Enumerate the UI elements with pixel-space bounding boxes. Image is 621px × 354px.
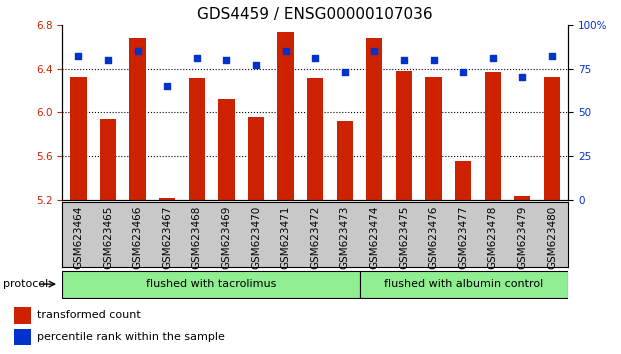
Bar bbox=[14, 329, 30, 345]
Point bbox=[133, 48, 143, 54]
Bar bbox=[396, 71, 412, 200]
Bar bbox=[360, 270, 568, 298]
Text: GSM623474: GSM623474 bbox=[369, 206, 379, 269]
Bar bbox=[337, 121, 353, 200]
Bar bbox=[100, 119, 116, 200]
Text: GSM623467: GSM623467 bbox=[162, 206, 172, 269]
Title: GDS4459 / ENSG00000107036: GDS4459 / ENSG00000107036 bbox=[197, 7, 433, 22]
Text: GSM623464: GSM623464 bbox=[73, 206, 83, 269]
Point bbox=[281, 48, 291, 54]
Bar bbox=[544, 78, 560, 200]
Bar bbox=[218, 99, 235, 200]
Text: flushed with albumin control: flushed with albumin control bbox=[384, 279, 543, 289]
Text: GSM623477: GSM623477 bbox=[458, 206, 468, 269]
Text: GSM623466: GSM623466 bbox=[132, 206, 143, 269]
Bar bbox=[484, 72, 501, 200]
Point bbox=[399, 57, 409, 63]
Point bbox=[428, 57, 438, 63]
Point bbox=[222, 57, 232, 63]
Point bbox=[517, 75, 527, 80]
Point bbox=[73, 53, 83, 59]
Point bbox=[547, 53, 557, 59]
Point bbox=[192, 55, 202, 61]
Bar bbox=[278, 33, 294, 200]
Point bbox=[251, 62, 261, 68]
Text: GSM623470: GSM623470 bbox=[251, 206, 261, 269]
Bar bbox=[425, 78, 442, 200]
Text: GSM623480: GSM623480 bbox=[547, 206, 557, 269]
Text: GSM623473: GSM623473 bbox=[340, 206, 350, 269]
Text: transformed count: transformed count bbox=[37, 310, 140, 320]
Bar bbox=[455, 161, 471, 200]
Text: GSM623469: GSM623469 bbox=[221, 206, 232, 269]
Text: GSM623476: GSM623476 bbox=[428, 206, 438, 269]
Bar bbox=[62, 270, 360, 298]
Text: GSM623479: GSM623479 bbox=[517, 206, 527, 269]
Bar bbox=[129, 38, 146, 200]
Bar bbox=[159, 198, 175, 200]
Text: GSM623478: GSM623478 bbox=[487, 206, 498, 269]
Text: GSM623471: GSM623471 bbox=[281, 206, 291, 269]
Text: GSM623472: GSM623472 bbox=[310, 206, 320, 269]
Bar bbox=[248, 117, 264, 200]
Text: GSM623465: GSM623465 bbox=[103, 206, 113, 269]
Point bbox=[369, 48, 379, 54]
Bar bbox=[14, 307, 30, 324]
Text: protocol: protocol bbox=[3, 279, 48, 289]
Bar bbox=[514, 196, 530, 200]
Point bbox=[340, 69, 350, 75]
Point bbox=[310, 55, 320, 61]
Point bbox=[103, 57, 113, 63]
Text: flushed with tacrolimus: flushed with tacrolimus bbox=[146, 279, 276, 289]
Point bbox=[458, 69, 468, 75]
Point bbox=[487, 55, 497, 61]
Text: GSM623475: GSM623475 bbox=[399, 206, 409, 269]
Text: percentile rank within the sample: percentile rank within the sample bbox=[37, 332, 225, 342]
Point bbox=[162, 83, 172, 89]
Text: GSM623468: GSM623468 bbox=[192, 206, 202, 269]
Bar bbox=[307, 79, 324, 200]
Bar bbox=[366, 38, 383, 200]
Bar bbox=[189, 79, 205, 200]
Bar bbox=[70, 78, 86, 200]
